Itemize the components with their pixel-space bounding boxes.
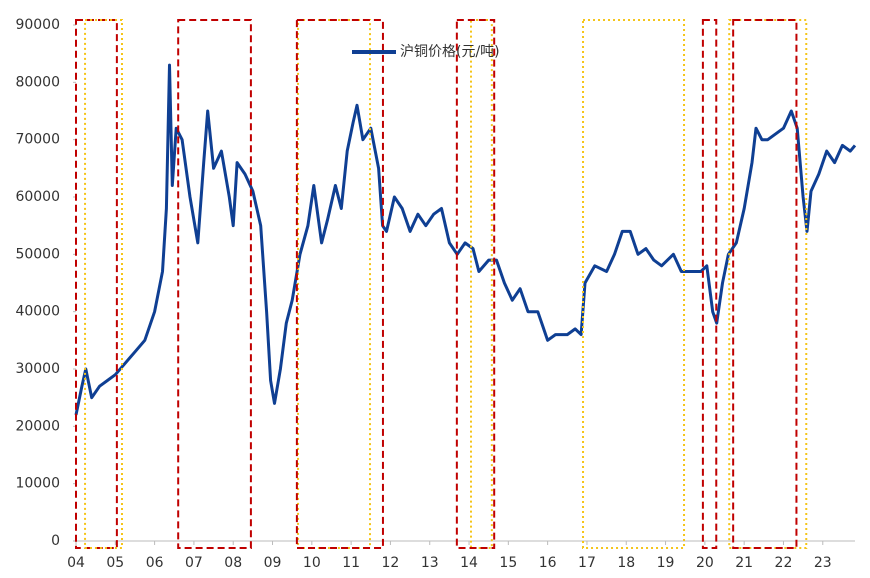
highlight-period [732, 19, 798, 549]
x-tick-label: 08 [224, 555, 242, 571]
legend-label: 沪铜价格(元/吨) [400, 44, 500, 60]
highlight-period [177, 19, 252, 549]
highlight-period [297, 19, 371, 549]
highlight-period [75, 19, 118, 549]
x-tick-label: 07 [185, 555, 203, 571]
highlight-period [701, 19, 718, 549]
x-tick-label: 16 [539, 555, 557, 571]
highlight-period [582, 19, 686, 549]
x-tick-label: 17 [578, 555, 596, 571]
x-tick-label: 18 [617, 555, 635, 571]
x-tick-label: 22 [775, 555, 793, 571]
x-tick-label: 19 [657, 555, 675, 571]
x-tick-label: 23 [814, 555, 832, 571]
price-line [74, 63, 857, 416]
x-tick-label: 21 [735, 555, 753, 571]
x-tick-label: 10 [303, 555, 321, 571]
x-tick-label: 09 [264, 555, 282, 571]
y-tick-label: 10000 [15, 476, 60, 492]
y-tick-label: 30000 [15, 361, 60, 377]
y-tick-label: 70000 [15, 132, 60, 148]
y-tick-label: 0 [51, 533, 60, 549]
y-tick-label: 60000 [15, 189, 60, 205]
x-tick-label: 05 [106, 555, 124, 571]
y-tick-label: 40000 [15, 304, 60, 320]
x-tick-label: 06 [146, 555, 164, 571]
x-tick-label: 20 [696, 555, 714, 571]
y-tick-label: 90000 [15, 17, 60, 33]
x-tick-label: 13 [421, 555, 439, 571]
highlight-period [470, 19, 493, 549]
x-tick-label: 14 [460, 555, 478, 571]
x-tick-label: 15 [499, 555, 517, 571]
highlight-period [728, 19, 808, 549]
y-tick-label: 80000 [15, 74, 60, 90]
highlight-period [84, 19, 123, 549]
x-tick-label: 04 [67, 555, 85, 571]
x-tick-label: 11 [342, 555, 360, 571]
x-tick-label: 12 [382, 555, 400, 571]
y-tick-label: 20000 [15, 418, 60, 434]
highlight-period [455, 19, 496, 549]
y-tick-label: 50000 [15, 246, 60, 262]
